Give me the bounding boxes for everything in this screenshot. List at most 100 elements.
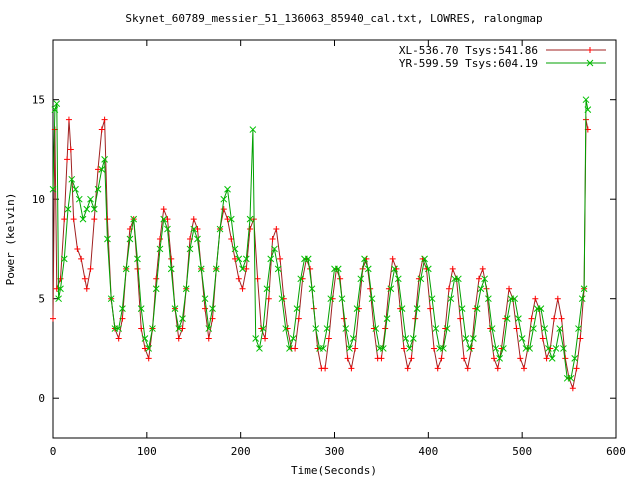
data-point [74, 245, 81, 252]
data-point [138, 325, 145, 332]
data-point [297, 275, 305, 283]
data-point [521, 365, 528, 372]
data-point [50, 315, 56, 322]
data-point [186, 245, 194, 253]
data-point [55, 295, 62, 303]
data-point [391, 265, 398, 273]
data-point [383, 315, 391, 322]
data-point [496, 355, 504, 362]
data-point [232, 255, 239, 262]
data-point [263, 285, 271, 293]
data-point [517, 355, 524, 362]
data-point [421, 255, 428, 263]
data-point [584, 106, 592, 114]
data-point [107, 295, 115, 303]
data-point [573, 365, 580, 372]
data-point [91, 216, 98, 223]
data-point [156, 245, 164, 253]
data-point [175, 335, 182, 342]
data-point [548, 355, 556, 362]
data-point [202, 305, 209, 312]
data-point [265, 295, 272, 302]
data-point [101, 156, 108, 163]
data-point [406, 345, 413, 352]
data-point [164, 225, 171, 233]
data-point [551, 315, 558, 322]
data-point [312, 325, 320, 332]
data-point [543, 355, 550, 362]
data-point [267, 255, 275, 263]
data-point [224, 185, 231, 193]
data-point [175, 325, 183, 332]
data-point [432, 325, 440, 332]
data-point [70, 216, 77, 223]
data-point [90, 205, 98, 213]
data-point [580, 285, 588, 293]
data-point [61, 216, 68, 223]
data-point [368, 295, 376, 303]
data-point [201, 295, 209, 303]
data-point [220, 195, 228, 203]
data-point [462, 335, 470, 342]
plot-frame [52, 39, 617, 439]
data-point [526, 345, 534, 352]
data-point [53, 100, 61, 108]
data-point [277, 255, 284, 262]
data-point [83, 205, 91, 213]
data-point [476, 275, 483, 282]
data-point [179, 315, 186, 322]
data-point [560, 345, 567, 352]
x-tick-label: 400 [418, 445, 438, 458]
data-point [348, 365, 355, 372]
y-tick-label: 5 [38, 293, 45, 306]
data-point [434, 365, 441, 372]
data-point [334, 265, 342, 273]
data-point [513, 325, 520, 332]
data-point [259, 325, 267, 332]
data-point [445, 285, 452, 292]
data-point [247, 226, 254, 233]
legend-label: YR-599.59 Tsys:604.19 [399, 57, 538, 70]
data-point [455, 275, 462, 283]
data-point [68, 175, 76, 183]
data-point [115, 325, 123, 332]
data-point [205, 335, 212, 342]
x-tick-label: 500 [512, 445, 532, 458]
data-point [141, 335, 149, 342]
legend-marker [587, 47, 593, 53]
x-tick-label: 100 [137, 445, 157, 458]
data-point [394, 275, 402, 283]
series-layer [49, 96, 592, 392]
data-point [473, 305, 481, 313]
data-point [515, 315, 522, 322]
data-point [304, 255, 312, 263]
data-point [578, 295, 586, 303]
data-point [477, 285, 485, 293]
data-point [190, 216, 197, 223]
data-point [443, 325, 451, 332]
data-point [274, 265, 282, 273]
data-point [447, 295, 455, 303]
data-point [115, 335, 122, 342]
data-point [282, 325, 290, 332]
data-point [87, 195, 94, 203]
data-point [273, 226, 280, 233]
chart-title: Skynet_60789_messier_51_136063_85940_cal… [125, 12, 542, 25]
data-point [458, 305, 466, 313]
data-point [372, 325, 380, 332]
data-point [327, 295, 335, 303]
data-point [160, 215, 168, 223]
data-point [197, 265, 205, 273]
data-point [408, 355, 415, 362]
data-point [352, 345, 359, 352]
data-point [428, 295, 436, 303]
data-point [571, 355, 579, 362]
data-point [216, 225, 224, 233]
data-point [567, 374, 575, 382]
data-point [464, 365, 471, 372]
data-point [582, 96, 590, 104]
data-point [532, 295, 539, 302]
x-axis-label: Time(Seconds) [291, 464, 377, 477]
